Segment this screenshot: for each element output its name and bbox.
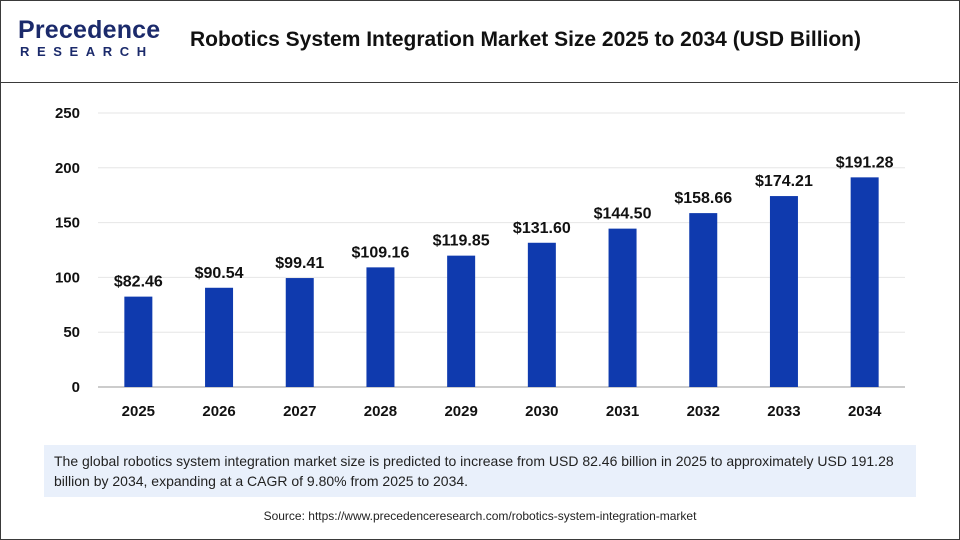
x-tick-label-2029: 2029	[444, 403, 477, 420]
y-tick-label: 0	[72, 379, 80, 396]
bar-2025	[124, 296, 153, 387]
chart-title: Robotics System Integration Market Size …	[190, 28, 862, 51]
y-tick-label: 150	[55, 215, 80, 232]
logo-wordmark: Precedence	[18, 16, 161, 44]
bar-2031	[608, 228, 637, 387]
x-tick-label-2027: 2027	[283, 403, 316, 420]
bar-chart: 0 50 100 150 200 250 $82.46 2025 $90.54 2026 $99.4…	[55, 105, 905, 420]
data-label-2029: $119.85	[433, 233, 490, 250]
bar-2028	[366, 267, 395, 387]
data-label-2032: $158.66	[674, 190, 732, 207]
y-tick-label: 50	[63, 324, 80, 341]
x-tick-label-2026: 2026	[202, 403, 235, 420]
bar-2032	[689, 213, 718, 387]
bar-2029	[447, 255, 476, 387]
data-label-2031: $144.50	[594, 206, 652, 223]
logo-subtitle: RESEARCH	[20, 44, 154, 59]
source-note: Source: https://www.precedenceresearch.c…	[263, 509, 697, 523]
data-label-2025: $82.46	[114, 274, 163, 291]
y-tick-label: 100	[55, 269, 80, 286]
brand-logo: Precedence RESEARCH	[18, 14, 168, 66]
bar-2034	[850, 177, 879, 387]
data-label-2033: $174.21	[755, 173, 813, 190]
y-tick-label: 250	[55, 105, 80, 122]
y-tick-label: 200	[55, 160, 80, 177]
bar-2033	[769, 196, 798, 387]
bar-2026	[205, 287, 234, 387]
x-tick-label-2032: 2032	[687, 403, 720, 420]
data-label-2028: $109.16	[352, 244, 410, 261]
data-label-2026: $90.54	[195, 265, 244, 282]
data-label-2027: $99.41	[275, 255, 324, 272]
summary-text: The global robotics system integration m…	[54, 453, 894, 489]
x-tick-label-2025: 2025	[122, 403, 155, 420]
data-label-2030: $131.60	[513, 220, 571, 237]
header: Precedence RESEARCH Robotics System Inte…	[0, 0, 958, 83]
x-tick-label-2028: 2028	[364, 403, 397, 420]
x-tick-label-2033: 2033	[767, 403, 800, 420]
summary-caption: The global robotics system integration m…	[44, 445, 916, 497]
x-tick-label-2031: 2031	[606, 403, 639, 420]
x-tick-label-2034: 2034	[848, 403, 882, 420]
x-tick-label-2030: 2030	[525, 403, 558, 420]
bar-2030	[527, 242, 556, 387]
bar-2027	[285, 278, 314, 387]
data-label-2034: $191.28	[836, 154, 894, 171]
